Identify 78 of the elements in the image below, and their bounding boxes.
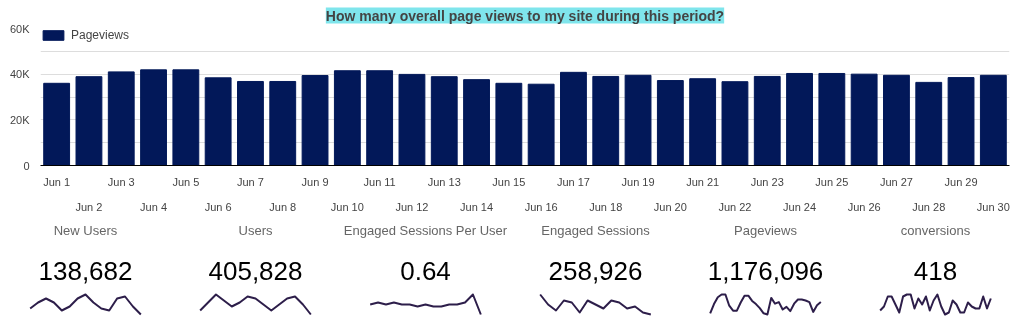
bar	[398, 73, 426, 166]
chart-title: Engaged Sessions Per User	[343, 222, 508, 238]
x-tick-label: Jun 21	[686, 175, 720, 188]
x-tick-label: Jun 7	[237, 175, 264, 188]
bar	[689, 78, 717, 166]
bar	[301, 75, 329, 166]
x-tick-label: Jun 5	[172, 175, 200, 188]
x-tick-label: Jun 9	[301, 175, 329, 188]
text: 418	[913, 255, 958, 286]
bar	[366, 70, 394, 166]
x-tick-label: Jun 12	[395, 200, 429, 213]
text: 0.64	[400, 255, 451, 286]
x-tick-label: Jun 25	[815, 175, 849, 188]
x-tick-label: Jun 13	[427, 175, 461, 188]
text: 1,176,096	[707, 255, 824, 286]
x-tick-label: Jun 20	[653, 200, 687, 213]
bar	[850, 73, 878, 166]
x-tick-label: Jun 8	[269, 200, 297, 213]
x-tick-label: Jun 14	[460, 200, 494, 213]
x-tick-label: Jun 28	[912, 200, 946, 213]
y-tick-label: 20K	[9, 113, 31, 126]
x-tick-label: Jun 18	[589, 200, 623, 213]
bar	[495, 82, 523, 166]
text: 138,682	[38, 255, 133, 286]
y-tick-label: 60K	[9, 22, 31, 35]
x-tick-label: Jun 23	[750, 175, 784, 188]
chart-title: How many overall page views to my site during this period?	[325, 7, 725, 24]
x-tick-label: Jun 1	[43, 175, 71, 188]
bar	[333, 70, 361, 166]
x-tick-label: Jun 6	[204, 200, 232, 213]
bar	[656, 80, 684, 166]
bar	[915, 81, 943, 166]
y-tick-label: 40K	[9, 68, 31, 81]
chart-title: New Users	[53, 222, 118, 238]
x-tick-label: Jun 16	[524, 200, 558, 213]
bar	[463, 79, 490, 166]
bar	[172, 69, 200, 166]
x-tick-label: Jun 22	[718, 200, 752, 213]
bar	[979, 74, 1007, 166]
x-tick-label: Jun 2	[75, 200, 103, 213]
x-tick-label: Jun 24	[783, 200, 817, 213]
text: 405,828	[208, 255, 303, 286]
bar	[107, 71, 135, 166]
x-tick-label: Jun 29	[944, 175, 978, 188]
x-tick-label: Jun 30	[976, 200, 1010, 213]
bar	[43, 82, 71, 166]
chart-title: Users	[238, 222, 273, 238]
x-tick-label: Jun 27	[879, 175, 913, 188]
bar	[140, 69, 167, 166]
x-tick-label: Jun 19	[621, 175, 655, 188]
chart-title: Engaged Sessions	[541, 222, 651, 238]
bar	[753, 75, 781, 166]
bar	[592, 75, 620, 166]
legend-label: Pageviews	[71, 28, 130, 42]
text: 258,926	[548, 255, 643, 286]
x-tick-label: Jun 17	[556, 175, 590, 188]
bar	[818, 72, 846, 166]
bar	[721, 81, 749, 166]
bar	[786, 72, 813, 166]
x-tick-label: Jun 3	[107, 175, 135, 188]
y-tick-label: 0	[23, 159, 30, 172]
chart-title: Pageviews	[734, 222, 798, 238]
bar	[624, 74, 652, 166]
bar	[269, 80, 297, 166]
bar	[883, 74, 910, 166]
bar	[947, 77, 975, 166]
x-tick-label: Jun 15	[492, 175, 526, 188]
x-tick-label: Jun 10	[330, 200, 364, 213]
x-tick-label: Jun 4	[140, 200, 168, 213]
bar	[527, 83, 555, 166]
bar	[204, 77, 232, 166]
bar	[75, 76, 103, 166]
x-tick-label: Jun 11	[363, 175, 396, 188]
bar	[237, 80, 264, 166]
chart-title: conversions	[900, 222, 971, 238]
bar	[430, 76, 458, 166]
x-tick-label: Jun 26	[847, 200, 881, 213]
bar	[560, 71, 587, 166]
